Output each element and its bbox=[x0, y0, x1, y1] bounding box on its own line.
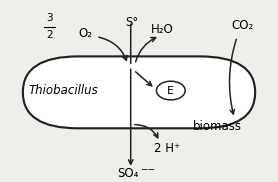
Text: O₂: O₂ bbox=[78, 27, 92, 39]
Text: biomass: biomass bbox=[193, 120, 242, 133]
Text: SO₄: SO₄ bbox=[117, 167, 139, 180]
Text: Thiobacillus: Thiobacillus bbox=[28, 84, 98, 97]
FancyBboxPatch shape bbox=[23, 56, 255, 128]
Text: H₂O: H₂O bbox=[151, 23, 174, 36]
Text: 2: 2 bbox=[46, 30, 53, 40]
Text: S°: S° bbox=[125, 16, 139, 29]
Circle shape bbox=[157, 81, 185, 100]
Text: 2 H⁺: 2 H⁺ bbox=[154, 143, 180, 155]
Text: −−: −− bbox=[140, 164, 155, 173]
Text: E: E bbox=[167, 86, 174, 96]
Text: 3: 3 bbox=[46, 13, 53, 23]
Text: CO₂: CO₂ bbox=[232, 19, 254, 32]
